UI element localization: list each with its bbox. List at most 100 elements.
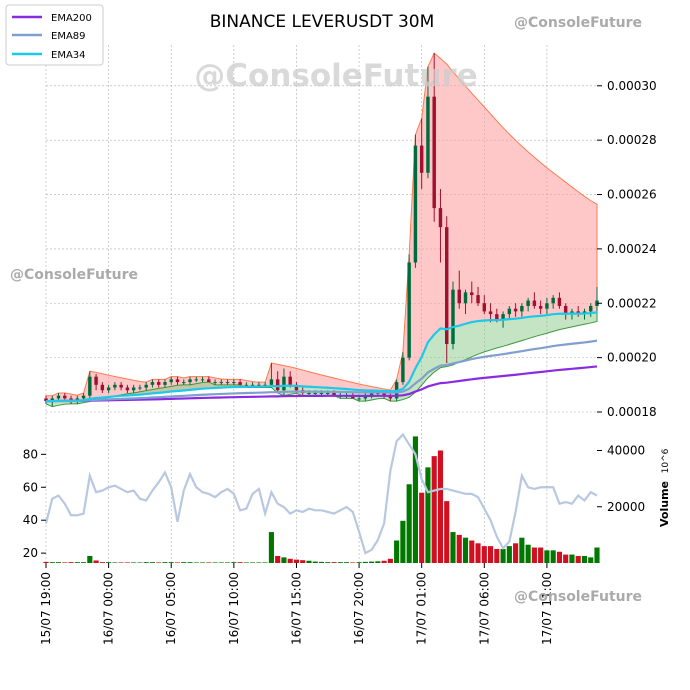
candle-body — [526, 300, 530, 306]
candle-body — [488, 311, 493, 315]
volume-bar — [43, 561, 49, 563]
price-tick-label: 0.00024 — [607, 242, 657, 256]
price-tick-label: 0.00022 — [607, 296, 657, 310]
volume-bar — [362, 561, 368, 563]
volume-bar — [87, 555, 93, 563]
volume-bar — [437, 450, 444, 563]
volume-bar — [306, 560, 312, 563]
candle-body — [382, 392, 386, 396]
legend-label-ema89: EMA89 — [51, 31, 86, 42]
candle-body — [388, 395, 393, 399]
volume-bar — [81, 562, 87, 563]
volume-tick-label: 40000 — [607, 444, 645, 458]
volume-bar — [513, 543, 519, 563]
volume-bar — [293, 559, 300, 563]
candle-body — [501, 314, 505, 320]
volume-bar — [262, 562, 268, 563]
volume-bar — [93, 560, 99, 563]
legend-label-ema200: EMA200 — [51, 13, 92, 24]
candle-body — [232, 382, 236, 384]
volume-bar — [174, 562, 181, 563]
volume-bar — [168, 562, 174, 563]
x-tick-label: 16/07 20:00 — [352, 572, 366, 645]
candle-body — [50, 398, 54, 402]
candle-body — [138, 387, 142, 389]
candle-body — [182, 382, 186, 384]
volume-bar — [225, 562, 231, 563]
axes: 0.00018 0.00020 0.00022 0.00024 0.00026 0.000… — [23, 79, 657, 645]
volume-bar — [425, 467, 431, 563]
volume-bar — [550, 550, 556, 563]
candle-body — [476, 295, 480, 304]
candle-body — [88, 376, 92, 396]
volume-bar — [268, 532, 274, 563]
volume-tick-label: 20000 — [607, 500, 645, 514]
candle-body — [81, 395, 86, 399]
volume-bars — [43, 436, 600, 563]
volume-bar — [369, 561, 375, 563]
volume-bar — [538, 547, 544, 563]
rsi-series-line — [44, 432, 598, 555]
candle-body — [495, 314, 499, 320]
volume-bar — [525, 544, 531, 563]
candle-body — [119, 384, 123, 388]
x-tick-label: 17/07 11:00 — [540, 572, 554, 645]
volume-bar — [456, 534, 462, 563]
candle-body — [532, 300, 537, 306]
candle-body — [419, 145, 424, 173]
volume-bar — [506, 546, 512, 563]
candle-body — [307, 392, 311, 394]
candle-body — [250, 384, 255, 386]
volume-bar — [337, 562, 343, 563]
candle-body — [326, 392, 330, 394]
volume-bar — [544, 550, 550, 563]
volume-bar — [243, 562, 249, 563]
volume-bar — [55, 562, 62, 563]
candle-body — [244, 384, 249, 386]
volume-bar — [231, 562, 237, 563]
candle-body — [557, 297, 562, 306]
volume-bar — [300, 560, 306, 563]
candle-body — [56, 395, 61, 399]
volume-bar — [343, 562, 350, 563]
volume-bar — [381, 560, 387, 563]
volume-bar — [331, 562, 337, 563]
volume-bar — [394, 540, 400, 563]
rsi-tick-label: 40 — [23, 513, 38, 527]
volume-bar — [193, 562, 199, 563]
volume-axis-label: Volume — [658, 481, 671, 527]
indicator-bands — [45, 52, 598, 408]
candle-body — [150, 382, 155, 385]
volume-bar — [162, 562, 168, 563]
x-tick-label: 16/07 00:00 — [102, 572, 116, 645]
candle-body — [319, 392, 324, 394]
volume-bar — [475, 543, 481, 563]
volume-bar — [581, 555, 588, 563]
x-tick-label: 15/07 19:00 — [39, 572, 53, 645]
candle-body — [538, 305, 543, 309]
resistance-band — [45, 52, 598, 402]
candle-body — [257, 384, 261, 386]
x-tick-label: 16/07 05:00 — [164, 572, 178, 645]
volume-bar — [118, 562, 124, 563]
volume-bar — [131, 562, 137, 563]
price-tick-label: 0.00018 — [607, 405, 657, 419]
rsi-line — [44, 432, 598, 555]
volume-bar — [218, 562, 224, 563]
candle-body — [463, 292, 468, 304]
volume-bar — [412, 436, 418, 563]
candle-body — [401, 357, 405, 383]
candle-body — [438, 208, 443, 228]
legend: EMA200 EMA89 EMA34 — [5, 4, 104, 66]
ema34-line — [45, 311, 598, 403]
candle-body — [357, 398, 361, 400]
candle-body — [313, 392, 317, 394]
volume-bar — [494, 548, 500, 563]
chart-title: BINANCE LEVERUSDT 30M — [210, 12, 435, 32]
candle-body — [163, 382, 167, 385]
volume-bar — [588, 557, 594, 563]
watermark-left: @ConsoleFuture — [10, 267, 138, 283]
volume-bar — [350, 562, 356, 563]
candle-body — [282, 376, 286, 391]
x-tick-label: 16/07 15:00 — [289, 572, 303, 645]
